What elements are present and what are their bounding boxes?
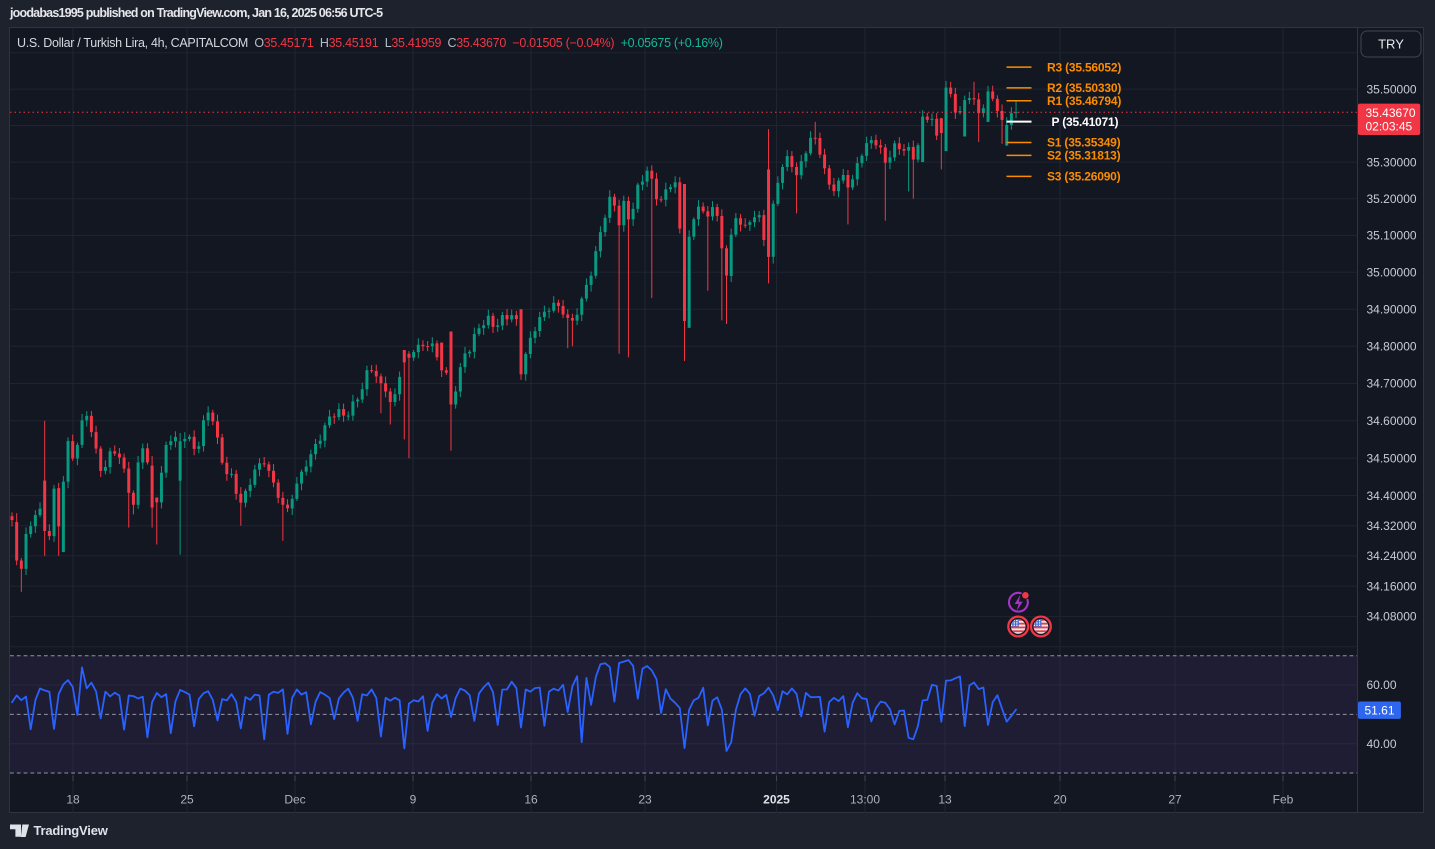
svg-text:34.90000: 34.90000 — [1367, 303, 1417, 317]
svg-text:R3 (35.56052): R3 (35.56052) — [1047, 60, 1121, 74]
svg-text:18: 18 — [66, 793, 80, 807]
svg-text:40.00: 40.00 — [1367, 737, 1397, 751]
svg-text:35.10000: 35.10000 — [1367, 229, 1417, 243]
svg-text:13:00: 13:00 — [850, 793, 880, 807]
svg-text:P (35.41071): P (35.41071) — [1052, 115, 1119, 129]
svg-text:35.30000: 35.30000 — [1367, 155, 1417, 169]
svg-text:S1 (35.35349): S1 (35.35349) — [1047, 136, 1121, 150]
svg-text:9: 9 — [410, 793, 417, 807]
svg-text:34.24000: 34.24000 — [1367, 549, 1417, 563]
svg-text:Feb: Feb — [1273, 793, 1294, 807]
svg-text:TRY: TRY — [1378, 37, 1404, 52]
svg-text:35.50000: 35.50000 — [1367, 82, 1417, 96]
svg-text:27: 27 — [1168, 793, 1182, 807]
svg-text:34.40000: 34.40000 — [1367, 489, 1417, 503]
svg-text:25: 25 — [180, 793, 194, 807]
svg-text:51.61: 51.61 — [1365, 704, 1395, 718]
svg-text:34.32000: 34.32000 — [1367, 519, 1417, 533]
svg-text:Dec: Dec — [284, 793, 305, 807]
svg-text:23: 23 — [638, 793, 652, 807]
svg-text:13: 13 — [938, 793, 952, 807]
svg-text:34.80000: 34.80000 — [1367, 340, 1417, 354]
svg-text:S2 (35.31813): S2 (35.31813) — [1047, 149, 1121, 163]
svg-text:34.50000: 34.50000 — [1367, 451, 1417, 465]
svg-text:60.00: 60.00 — [1367, 678, 1397, 692]
svg-text:R1 (35.46794): R1 (35.46794) — [1047, 94, 1121, 108]
svg-text:20: 20 — [1053, 793, 1067, 807]
svg-text:35.43670: 35.43670 — [1366, 106, 1416, 120]
svg-text:34.16000: 34.16000 — [1367, 579, 1417, 593]
svg-text:34.08000: 34.08000 — [1367, 610, 1417, 624]
svg-text:35.20000: 35.20000 — [1367, 192, 1417, 206]
svg-text:16: 16 — [524, 793, 538, 807]
svg-text:02:03:45: 02:03:45 — [1366, 120, 1413, 134]
svg-text:R2 (35.50330): R2 (35.50330) — [1047, 81, 1121, 95]
svg-text:35.00000: 35.00000 — [1367, 266, 1417, 280]
svg-text:2025: 2025 — [763, 793, 790, 807]
svg-text:34.60000: 34.60000 — [1367, 414, 1417, 428]
svg-text:S3 (35.26090): S3 (35.26090) — [1047, 170, 1121, 184]
svg-text:34.70000: 34.70000 — [1367, 377, 1417, 391]
